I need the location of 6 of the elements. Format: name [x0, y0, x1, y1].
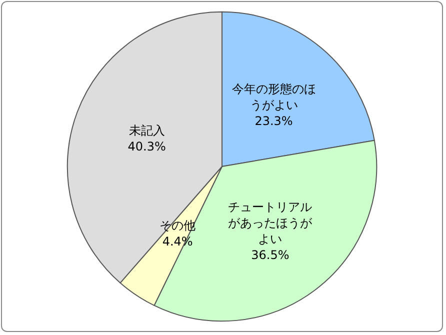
data-label: 40.3%	[128, 139, 166, 154]
slice-label: 今年の形態のほうがよい	[232, 82, 316, 112]
slice-label: 未記入	[128, 123, 165, 138]
data-label: 36.5%	[251, 248, 290, 262]
slice-label: チュートリアルがあったほうがよい	[228, 200, 314, 246]
data-label: 23.3%	[254, 114, 293, 128]
